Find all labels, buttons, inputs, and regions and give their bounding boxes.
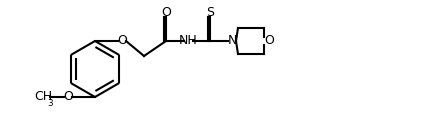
Text: S: S [206,6,214,19]
Text: O: O [264,34,274,47]
Text: O: O [161,6,171,19]
Text: CH: CH [34,91,52,104]
Text: NH: NH [178,34,197,47]
Text: O: O [117,34,127,47]
Text: O: O [63,91,73,104]
Text: N: N [227,34,237,47]
Text: 3: 3 [47,99,53,108]
